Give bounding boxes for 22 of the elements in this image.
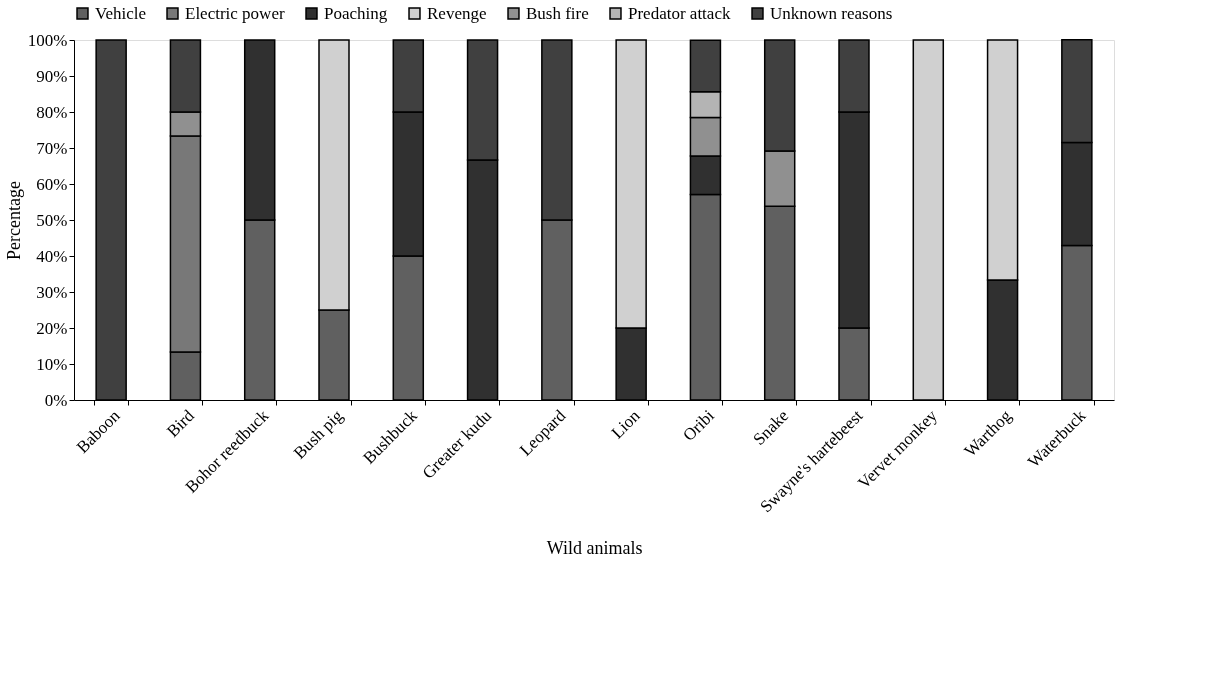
y-tick-label: 70% — [36, 138, 68, 158]
y-tick-label: 80% — [36, 102, 68, 122]
x-axis-title: Wild animals — [546, 538, 643, 559]
legend-label: Predator attack — [628, 3, 731, 23]
x-tick-label: Lion — [607, 405, 645, 443]
y-tick-label: 60% — [36, 174, 68, 194]
y-tick-label: 10% — [36, 354, 68, 374]
legend-label: Vehicle — [95, 3, 146, 23]
legend-label: Electric power — [185, 3, 285, 23]
legend-label: Bush fire — [526, 3, 589, 23]
y-tick-label: 0% — [44, 390, 68, 410]
y-tick-label: 40% — [36, 246, 68, 266]
x-tick-label: Bush pig — [290, 405, 347, 463]
y-tick-label: 20% — [36, 318, 68, 338]
y-tick-label: 90% — [36, 66, 68, 86]
y-axis-title: Percentage — [3, 181, 24, 260]
y-tick-label: 100% — [27, 30, 68, 50]
y-tick-label: 30% — [36, 282, 68, 302]
legend-label: Poaching — [324, 3, 388, 23]
legend-label: Unknown reasons — [770, 3, 893, 23]
legend-label: Revenge — [427, 3, 487, 23]
y-tick-label: 50% — [36, 210, 68, 230]
